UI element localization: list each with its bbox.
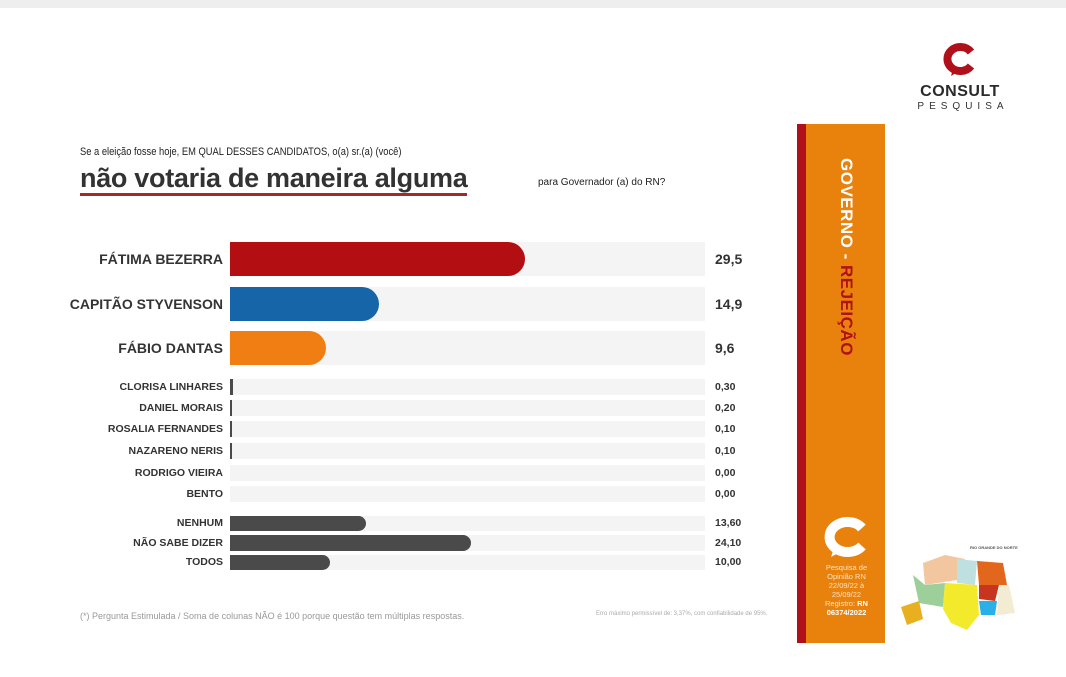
bar-track [230,400,705,416]
bar [230,400,232,416]
bar-track [230,555,705,570]
bar [230,287,379,321]
bar [230,242,525,276]
value-label: 0,20 [715,402,736,414]
category-label: FÁBIO DANTAS [118,340,223,356]
chart-row: FÁBIO DANTAS 9,6 [0,331,790,365]
chart-row: DANIEL MORAIS 0,20 [0,400,790,416]
bar [230,331,326,365]
category-label: NENHUM [176,517,223,529]
value-label: 0,00 [715,488,736,500]
bar-track [230,242,705,276]
side-panel-strip [797,124,806,643]
category-label: NAZARENO NERIS [128,445,223,457]
value-label: 0,10 [715,445,736,457]
logo-c-icon [943,43,975,76]
bar [230,516,366,531]
bar-track [230,287,705,321]
category-label: NÃO SABE DIZER [133,537,223,549]
category-label: FÁTIMA BEZERRA [99,251,223,267]
question-line1: Se a eleição fosse hoje, EM QUAL DESSES … [80,146,402,158]
map-title: RIO GRANDE DO NORTE [970,545,1018,550]
info-line: Pesquisa de [825,563,868,572]
survey-info: Pesquisa de Opinião RN 22/09/22 à 25/09/… [808,563,885,617]
side-panel [797,124,885,643]
chart-row: ROSALIA FERNANDES 0,10 [0,421,790,437]
question-highlight: não votaria de maneira alguma [80,164,468,196]
side-title-a: GOVERNO - [837,158,856,266]
bar-track [230,421,705,437]
question-line3: para Governador (a) do RN? [538,177,666,188]
category-label: CAPITÃO STYVENSON [69,296,223,312]
bar [230,535,471,551]
chart-row: RODRIGO VIEIRA 0,00 [0,465,790,481]
chart-row: NAZARENO NERIS 0,10 [0,443,790,459]
category-label: CLORISA LINHARES [119,381,223,393]
bar-track [230,486,705,502]
chart-row: NENHUM 13,60 [0,516,790,531]
category-label: ROSALIA FERNANDES [107,423,223,435]
bar [230,555,330,570]
value-label: 14,9 [715,296,743,312]
logo-sub: PESQUISA [917,101,1009,112]
bar-track [230,379,705,395]
footnote: (*) Pergunta Estimulada / Soma de coluna… [80,611,465,621]
value-label: 24,10 [715,537,742,549]
side-panel-title: GOVERNO - REJEIÇÃO [836,158,856,356]
side-title-b: REJEIÇÃO [837,265,856,356]
bar [230,379,233,395]
chart-row: TODOS 10,00 [0,555,790,570]
value-label: 29,5 [715,251,743,267]
logo-name: CONSULT [920,83,1000,100]
chart-row: CLORISA LINHARES 0,30 [0,379,790,395]
chart-row: FÁTIMA BEZERRA 29,5 [0,242,790,276]
bar [230,443,232,459]
value-label: 9,6 [715,340,735,356]
info-line: 25/09/22 [831,590,862,599]
bar [230,421,232,437]
info-line: Opinião RN [827,572,866,581]
value-label: 0,00 [715,467,736,479]
rn-map-image [901,555,1015,630]
category-label: DANIEL MORAIS [139,402,223,414]
info-line: Registro: [825,599,858,608]
value-label: 10,00 [715,556,742,568]
chart-row: CAPITÃO STYVENSON 14,9 [0,287,790,321]
bar-track [230,465,705,481]
value-label: 0,30 [715,381,736,393]
bar-track [230,516,705,531]
chart-row: BENTO 0,00 [0,486,790,502]
category-label: BENTO [186,488,223,500]
category-label: RODRIGO VIEIRA [134,467,223,479]
bar-track [230,535,705,551]
bar-track [230,331,705,365]
consult-logo: CONSULT PESQUISA [905,42,1015,112]
chart-row: NÃO SABE DIZER 24,10 [0,535,790,551]
bar-track [230,443,705,459]
top-bar [0,0,1066,8]
margin-of-error: Erro máximo permissível de: 3,37%, com c… [596,611,768,617]
value-label: 13,60 [715,517,742,529]
registro: RN 06374/2022 [826,599,868,617]
category-label: TODOS [185,556,223,568]
info-line: 22/09/22 à [828,581,865,590]
value-label: 0,10 [715,423,736,435]
consult-c-icon [824,517,866,557]
